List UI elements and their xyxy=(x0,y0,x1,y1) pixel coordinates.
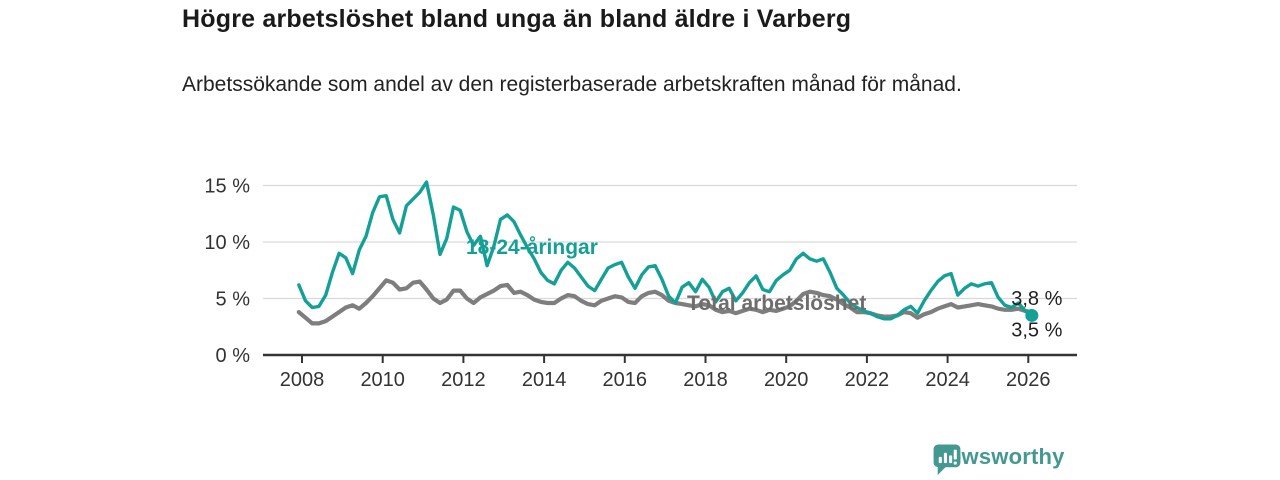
x-tick-label-2014: 2014 xyxy=(522,369,567,391)
series-line-1 xyxy=(296,278,1034,326)
newsworthy-logo-icon xyxy=(933,444,961,475)
x-tick-label-2016: 2016 xyxy=(603,369,648,391)
exclamation-dot xyxy=(953,461,957,465)
series-end-dot-0 xyxy=(1025,308,1039,322)
series-label-1: Total arbetslöshet xyxy=(687,292,866,315)
y-tick-label-5: 5 % xyxy=(216,289,251,311)
chart-labels: 18-24-åringar Total arbetslöshet 3,8 % 3,5 … xyxy=(466,236,1063,341)
newsworthy-logo[interactable]: Newsworthy xyxy=(933,444,1065,475)
x-tick-label-2022: 2022 xyxy=(845,369,890,391)
x-tick-label-2026: 2026 xyxy=(1006,369,1051,391)
y-tick-label-15: 15 % xyxy=(204,176,250,198)
y-axis-labels: 0 % 5 % 10 % 15 % xyxy=(204,176,250,368)
x-tick-label-2020: 2020 xyxy=(764,369,809,391)
x-axis: 2008 2010 2012 2014 2016 2018 2020 2022 2024 2026 xyxy=(263,353,1077,391)
x-tick-label-2024: 2024 xyxy=(925,369,970,391)
bar-tall xyxy=(943,452,947,464)
x-tick-label-2008: 2008 xyxy=(280,369,325,391)
series-label-0: 18-24-åringar xyxy=(466,236,598,259)
end-value-label-total-arbetslöshet: 3,8 % xyxy=(1011,288,1062,310)
exclamation-bar xyxy=(953,449,957,460)
end-value-label-18-24-åringar: 3,5 % xyxy=(1011,319,1062,341)
x-tick-label-2012: 2012 xyxy=(441,369,486,391)
series-line-0 xyxy=(297,180,1034,321)
end-markers xyxy=(1025,308,1039,322)
x-tick-label-2010: 2010 xyxy=(360,369,405,391)
bar-small xyxy=(938,456,942,464)
bar-medium xyxy=(949,455,953,464)
y-tick-label-0: 0 % xyxy=(216,345,251,367)
page-subtitle: Arbetssökande som andel av den registerb… xyxy=(182,73,962,96)
page-title: Högre arbetslöshet bland unga än bland ä… xyxy=(182,5,852,33)
x-tick-label-2018: 2018 xyxy=(683,369,728,391)
y-tick-label-10: 10 % xyxy=(204,232,250,254)
series-lines xyxy=(296,180,1034,326)
